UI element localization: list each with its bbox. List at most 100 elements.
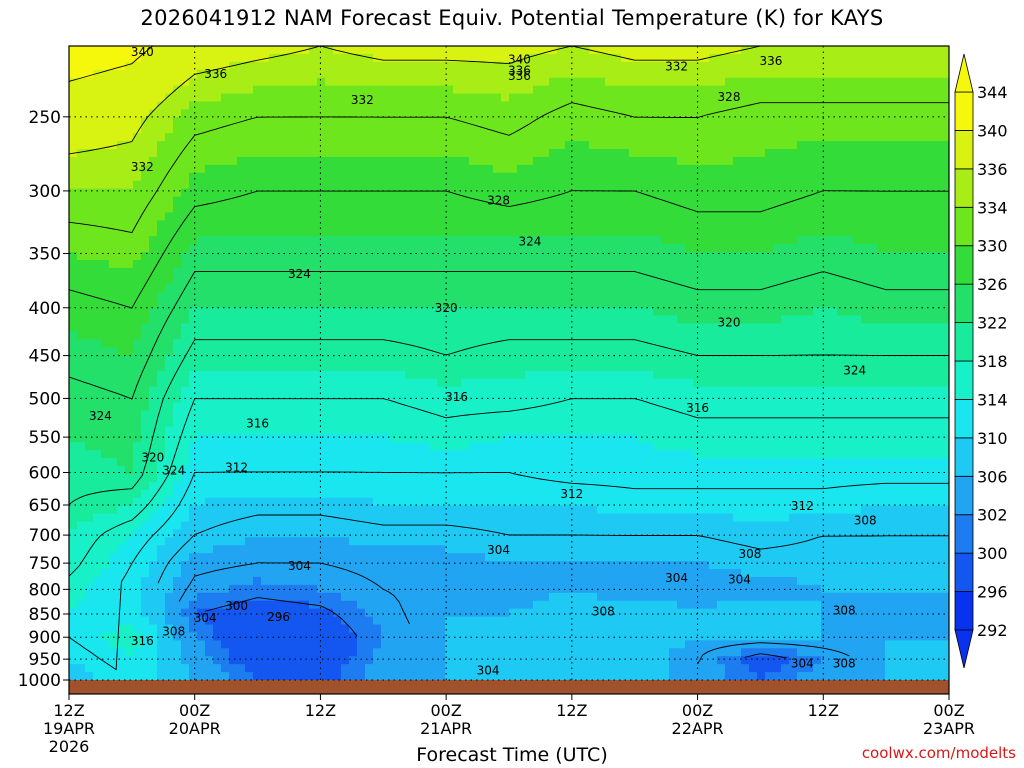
heatmap-cell xyxy=(893,93,902,103)
heatmap-cell xyxy=(869,93,878,103)
heatmap-cell xyxy=(517,394,526,404)
heatmap-cell xyxy=(365,363,374,372)
heatmap-cell xyxy=(157,204,166,214)
heatmap-cell xyxy=(141,363,150,372)
heatmap-cell xyxy=(85,267,94,277)
heatmap-cell xyxy=(77,85,86,95)
heatmap-cell xyxy=(181,133,190,142)
heatmap-cell xyxy=(629,347,638,356)
heatmap-cell xyxy=(645,77,654,87)
heatmap-cell xyxy=(85,61,94,71)
heatmap-cell xyxy=(773,204,782,214)
heatmap-cell xyxy=(757,141,766,150)
heatmap-cell xyxy=(285,46,294,55)
heatmap-cell xyxy=(141,220,150,229)
heatmap-cell xyxy=(69,370,78,380)
heatmap-cell xyxy=(701,339,710,348)
heatmap-cell xyxy=(245,149,254,158)
heatmap-cell xyxy=(565,61,574,71)
heatmap-cell xyxy=(581,164,590,174)
heatmap-cell xyxy=(309,149,318,158)
heatmap-cell xyxy=(485,133,494,142)
heatmap-cell xyxy=(749,133,758,142)
heatmap-cell xyxy=(597,156,606,166)
heatmap-cell xyxy=(637,355,646,364)
heatmap-cell xyxy=(661,259,670,269)
heatmap-cell xyxy=(933,196,942,206)
heatmap-cell xyxy=(149,61,158,71)
heatmap-cell xyxy=(413,53,422,63)
heatmap-cell xyxy=(549,180,558,190)
heatmap-cell xyxy=(453,101,462,110)
heatmap-cell xyxy=(653,378,662,388)
heatmap-cell xyxy=(221,236,230,245)
heatmap-cell xyxy=(637,133,646,142)
heatmap-cell xyxy=(429,291,438,301)
heatmap-cell xyxy=(357,355,366,364)
heatmap-cell xyxy=(133,212,142,221)
heatmap-cell xyxy=(325,331,334,340)
heatmap-cell xyxy=(813,275,822,285)
heatmap-cell xyxy=(813,141,822,150)
heatmap-cell xyxy=(925,236,934,245)
heatmap-cell xyxy=(893,220,902,229)
heatmap-cell xyxy=(749,378,758,388)
heatmap-cell xyxy=(693,188,702,198)
heatmap-cell xyxy=(637,275,646,285)
heatmap-cell xyxy=(661,291,670,301)
heatmap-cell xyxy=(293,331,302,340)
heatmap-cell xyxy=(437,402,446,412)
heatmap-cell xyxy=(845,259,854,269)
heatmap-cell xyxy=(581,141,590,150)
heatmap-cell xyxy=(269,347,278,356)
heatmap-cell xyxy=(869,244,878,253)
heatmap-cell xyxy=(605,363,614,372)
heatmap-cell xyxy=(101,125,110,134)
heatmap-cell xyxy=(333,141,342,150)
heatmap-cell xyxy=(941,220,949,229)
heatmap-cell xyxy=(317,347,326,356)
heatmap-cell xyxy=(341,355,350,364)
heatmap-cell xyxy=(613,125,622,134)
heatmap-cell xyxy=(181,275,190,285)
heatmap-cell xyxy=(669,236,678,245)
heatmap-cell xyxy=(133,402,142,412)
heatmap-cell xyxy=(277,252,286,261)
heatmap-cell xyxy=(901,339,910,348)
heatmap-cell xyxy=(261,46,270,55)
heatmap-cell xyxy=(917,394,926,404)
heatmap-cell xyxy=(309,299,318,309)
heatmap-cell xyxy=(637,347,646,356)
heatmap-cell xyxy=(413,141,422,150)
heatmap-cell xyxy=(469,323,478,332)
heatmap-cell xyxy=(581,172,590,182)
heatmap-cell xyxy=(877,204,886,214)
heatmap-cell xyxy=(421,378,430,388)
heatmap-cell xyxy=(421,149,430,158)
heatmap-cell xyxy=(853,101,862,110)
heatmap-cell xyxy=(69,291,78,301)
heatmap-cell xyxy=(941,323,949,332)
heatmap-cell xyxy=(173,299,182,309)
heatmap-cell xyxy=(469,61,478,71)
heatmap-cell xyxy=(669,53,678,63)
heatmap-cell xyxy=(765,244,774,253)
heatmap-cell xyxy=(917,109,926,118)
heatmap-cell xyxy=(293,149,302,158)
heatmap-cell xyxy=(85,117,94,126)
heatmap-cell xyxy=(469,347,478,356)
heatmap-cell xyxy=(661,267,670,277)
heatmap-cell xyxy=(461,331,470,340)
heatmap-cell xyxy=(277,307,286,317)
heatmap-cell xyxy=(693,156,702,166)
heatmap-cell xyxy=(285,355,294,364)
heatmap-cell xyxy=(413,394,422,404)
heatmap-cell xyxy=(909,93,918,103)
heatmap-cell xyxy=(693,220,702,229)
heatmap-cell xyxy=(197,267,206,277)
heatmap-cell xyxy=(493,188,502,198)
heatmap-cell xyxy=(885,164,894,174)
heatmap-cell xyxy=(501,101,510,110)
heatmap-cell xyxy=(709,125,718,134)
heatmap-cell xyxy=(541,180,550,190)
